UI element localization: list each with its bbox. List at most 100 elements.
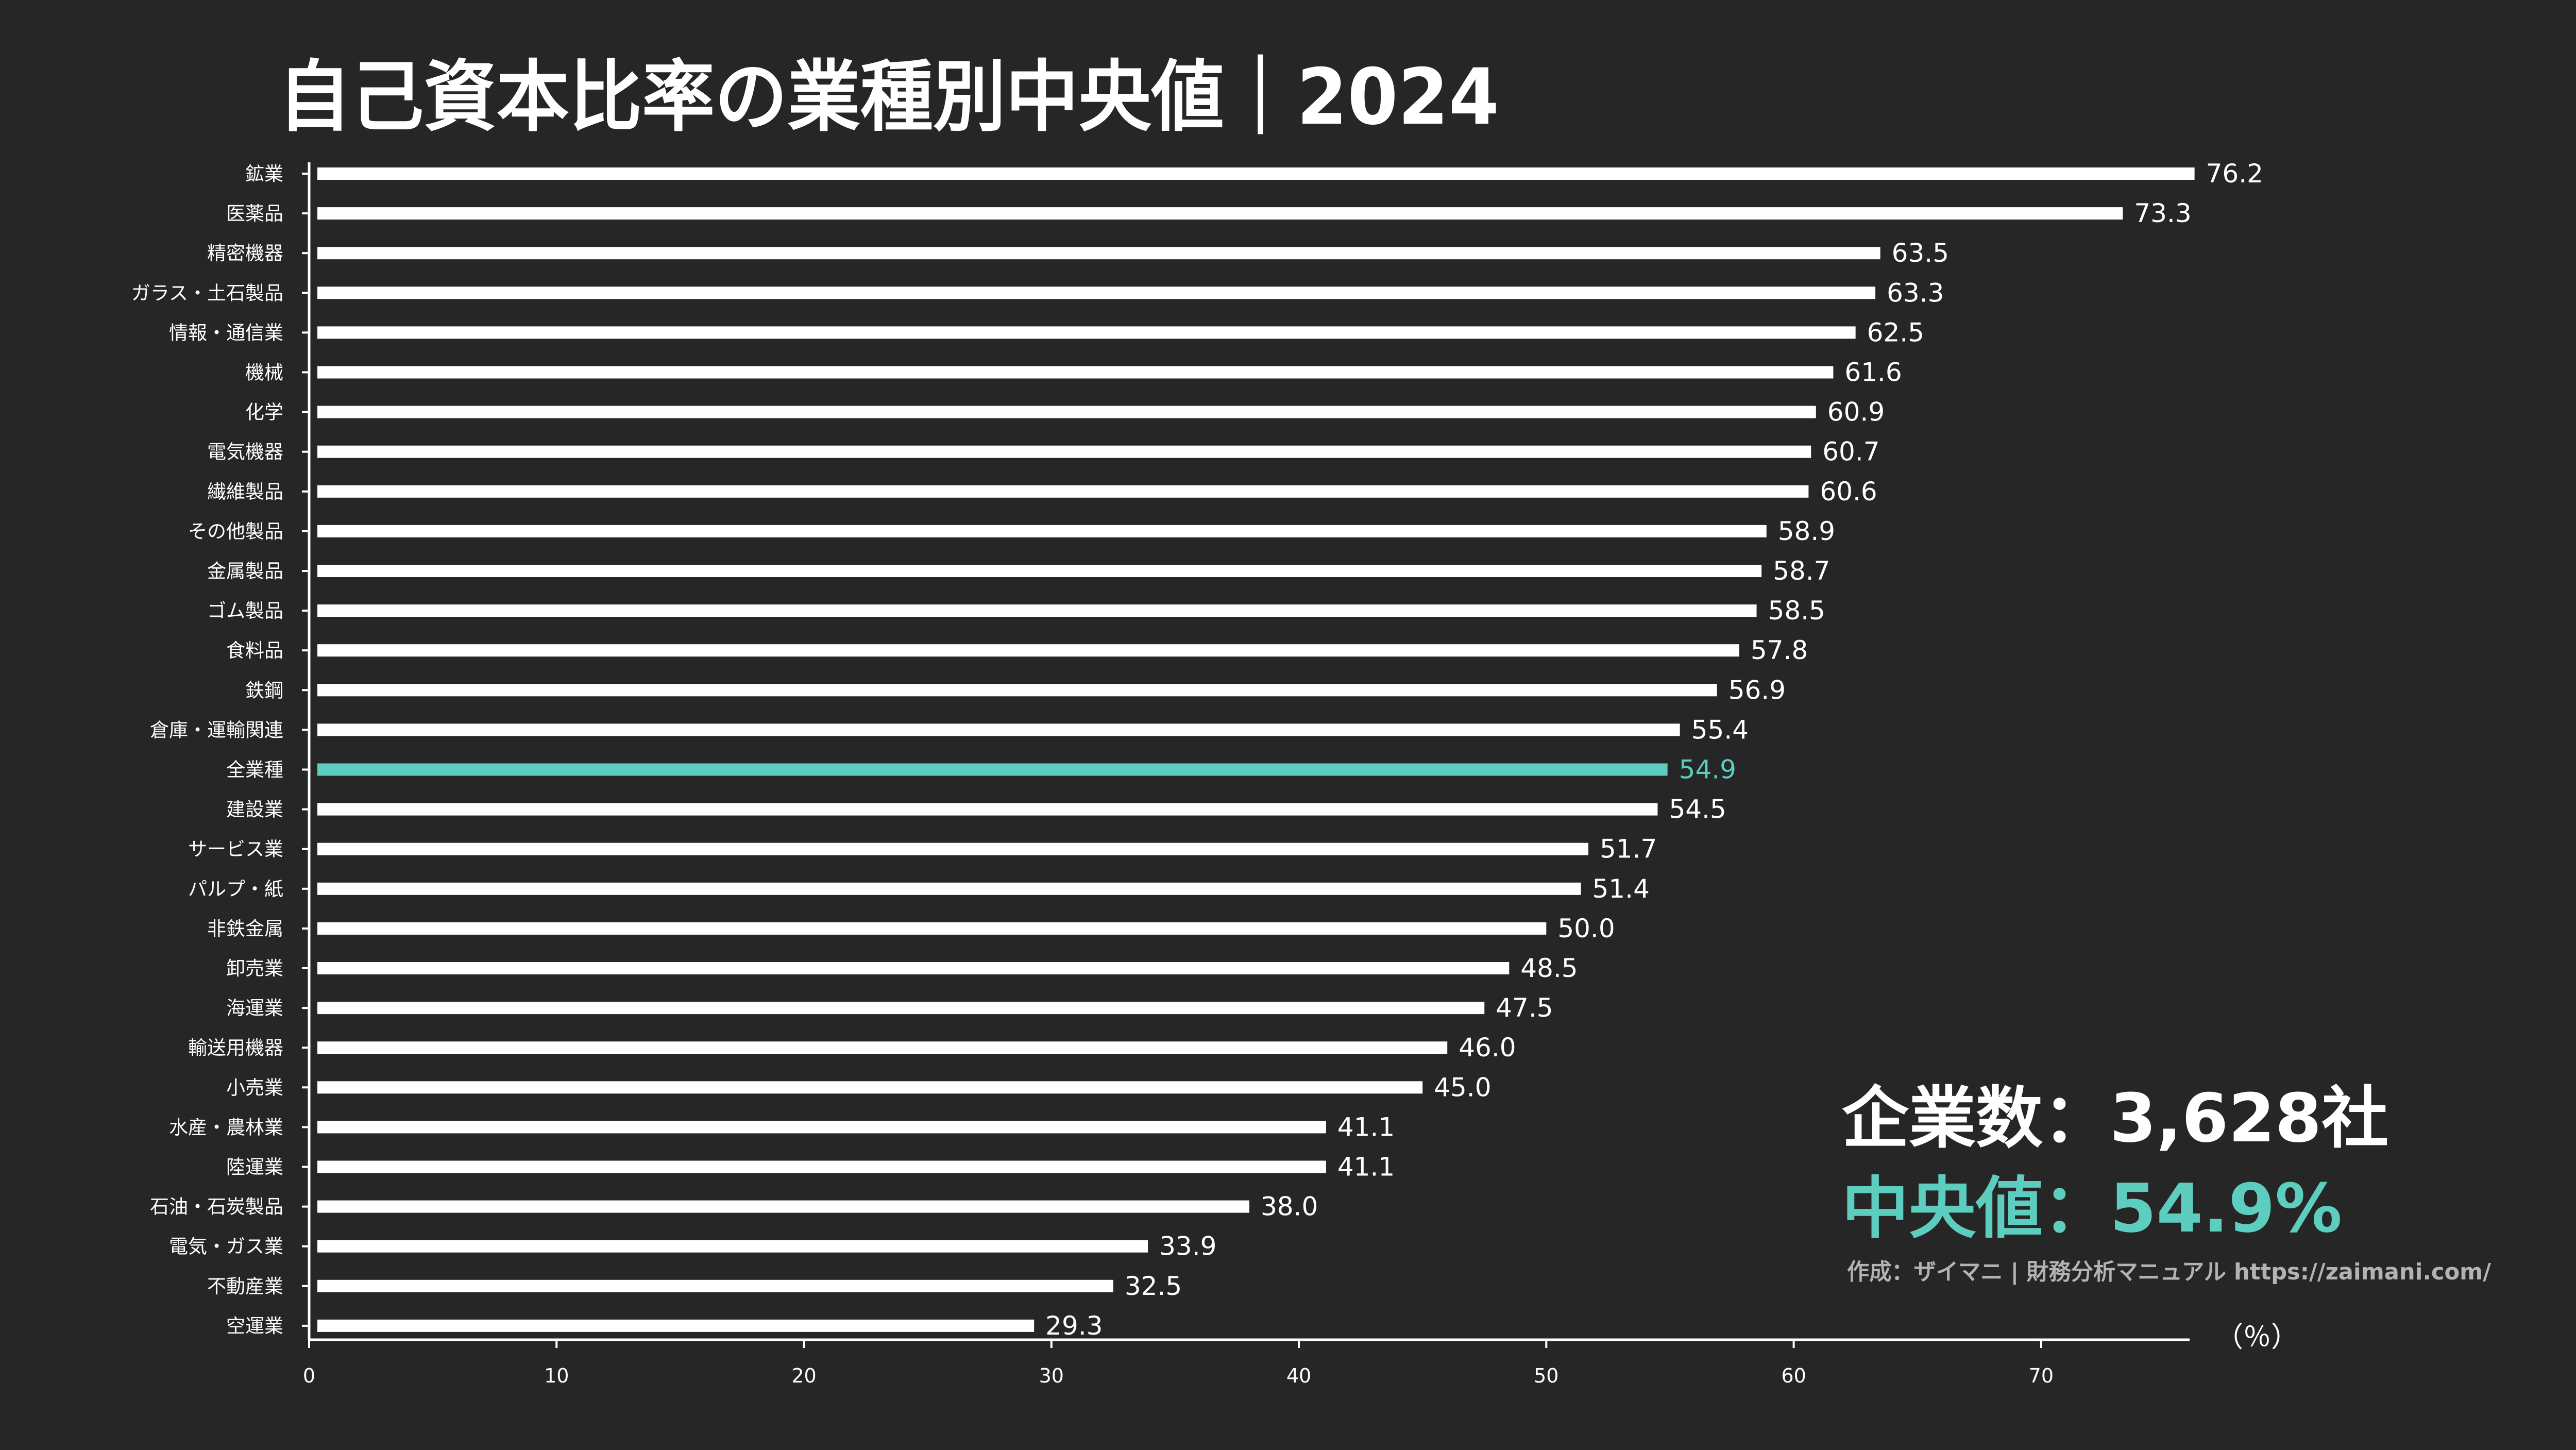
category-label: 卸売業 [226, 957, 283, 980]
value-label: 63.5 [1892, 238, 1949, 268]
value-label: 61.6 [1844, 358, 1902, 387]
category-label: 電気・ガス業 [169, 1236, 283, 1258]
bar [317, 803, 1658, 816]
x-tick-label: 10 [544, 1364, 569, 1387]
x-tick-label: 40 [1286, 1364, 1311, 1387]
value-label: 29.3 [1045, 1311, 1103, 1341]
value-label: 73.3 [2134, 198, 2191, 228]
bar [317, 247, 1880, 260]
category-label: 輸送用機器 [188, 1037, 283, 1059]
value-label: 55.4 [1691, 715, 1749, 745]
value-label: 50.0 [1557, 914, 1615, 943]
value-label: 57.8 [1751, 635, 1808, 665]
category-label: 全業種 [226, 759, 283, 781]
category-label: 非鉄金属 [207, 918, 283, 940]
value-label-highlight: 54.9 [1679, 755, 1736, 785]
bar [317, 565, 1762, 577]
chart-title: 自己資本比率の業種別中央値｜2024 [278, 53, 1499, 142]
category-label: 機械 [245, 362, 283, 384]
bar-highlight [317, 763, 1668, 776]
value-label: 33.9 [1159, 1232, 1216, 1261]
value-label: 62.5 [1867, 317, 1924, 347]
bar [317, 1081, 1423, 1094]
category-label: 海運業 [226, 997, 283, 1019]
bar [317, 1160, 1326, 1173]
bar [317, 723, 1680, 736]
category-label: 倉庫・運輸関連 [150, 719, 283, 741]
value-labels-group: 76.2 73.3 63.5 63.3 62.5 61.6 60.9 60.7 60.6 58.9… [1045, 159, 2263, 1341]
category-label: 鉱業 [245, 163, 283, 185]
bar [317, 1002, 1485, 1015]
bar [317, 962, 1510, 974]
bar [317, 207, 2123, 220]
category-label: 電気機器 [207, 441, 283, 463]
value-label: 56.9 [1728, 675, 1786, 705]
x-tick-label: 70 [2029, 1364, 2054, 1387]
x-tick-label: 50 [1534, 1364, 1558, 1387]
category-label: 建設業 [226, 799, 283, 821]
x-tick-label: 30 [1039, 1364, 1064, 1387]
category-label: 精密機器 [207, 242, 283, 264]
bar [317, 1121, 1326, 1134]
bar [317, 842, 1588, 855]
median-annotation: 中央値：54.9% [1842, 1169, 2342, 1247]
value-label: 76.2 [2206, 159, 2263, 189]
category-label: ゴム製品 [207, 600, 283, 622]
bar [317, 167, 2195, 180]
bar [317, 525, 1767, 537]
x-ticks-group: 0 10 20 30 40 50 60 70 [303, 1340, 2054, 1387]
source-annotation: 作成：ザイマニ | 財務分析マニュアル https://zaimani.com/ [1847, 1259, 2492, 1285]
category-label: その他製品 [188, 520, 283, 543]
category-label: 石油・石炭製品 [150, 1196, 283, 1218]
category-label: サービス業 [188, 838, 283, 861]
bar [317, 485, 1809, 498]
bar [317, 366, 1834, 379]
bars-group [302, 167, 2195, 1332]
category-label: 不動産業 [207, 1275, 283, 1297]
category-label: パルプ・紙 [188, 878, 283, 900]
bar [317, 684, 1717, 697]
bar [317, 644, 1739, 657]
value-label: 51.4 [1592, 874, 1650, 904]
value-label: 38.0 [1261, 1192, 1318, 1222]
value-label: 51.7 [1600, 834, 1657, 864]
x-axis-unit-label: （％） [2215, 1321, 2299, 1353]
category-label: 情報・通信業 [169, 322, 283, 344]
x-tick-label: 60 [1781, 1364, 1806, 1387]
category-label: 食料品 [226, 639, 283, 662]
bar [317, 406, 1816, 418]
category-label: 小売業 [226, 1076, 283, 1099]
bar [317, 1240, 1148, 1253]
bar [317, 286, 1876, 299]
value-label: 60.6 [1820, 477, 1877, 507]
category-label: 繊維製品 [207, 481, 283, 503]
value-label: 58.7 [1773, 556, 1830, 586]
bar [317, 445, 1811, 458]
category-label: 鉄鋼 [245, 679, 283, 701]
bar [317, 604, 1757, 617]
category-label: 空運業 [226, 1315, 283, 1337]
category-label: ガラス・土石製品 [131, 282, 283, 304]
category-label: 医薬品 [226, 203, 283, 225]
value-label: 54.5 [1669, 795, 1726, 824]
value-label: 58.5 [1768, 596, 1825, 626]
value-label: 32.5 [1125, 1271, 1182, 1301]
category-label: 化学 [245, 401, 283, 424]
category-label: 水産・農林業 [169, 1116, 283, 1138]
x-tick-label: 20 [791, 1364, 816, 1387]
bar [317, 326, 1856, 339]
value-label: 41.1 [1337, 1112, 1395, 1142]
category-label: 金属製品 [207, 560, 283, 582]
value-label: 45.0 [1434, 1072, 1491, 1102]
category-labels-group: 鉱業医薬品精密機器ガラス・土石製品情報・通信業機械化学電気機器繊維製品その他製品… [131, 163, 283, 1337]
value-label: 63.3 [1887, 278, 1944, 308]
bar [317, 1200, 1249, 1213]
value-label: 60.7 [1822, 437, 1879, 467]
company-count-annotation: 企業数：3,628社 [1842, 1079, 2388, 1157]
bar [317, 882, 1581, 895]
value-label: 48.5 [1520, 953, 1578, 983]
value-label: 60.9 [1827, 397, 1885, 427]
value-label: 47.5 [1496, 993, 1553, 1023]
x-tick-label: 0 [303, 1364, 315, 1387]
